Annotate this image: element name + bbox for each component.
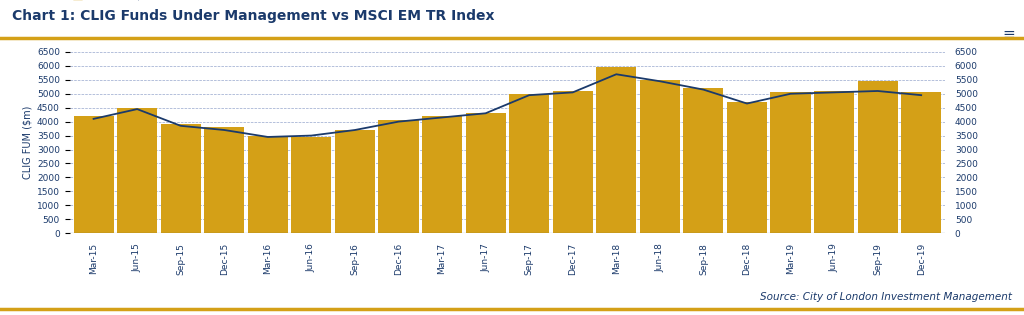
Bar	[683, 88, 723, 233]
Bar	[901, 92, 941, 233]
Bar	[204, 127, 245, 233]
Bar	[509, 94, 549, 233]
Bar	[814, 91, 854, 233]
Bar	[379, 120, 419, 233]
Bar	[422, 116, 462, 233]
Bar	[161, 124, 201, 233]
Bar	[553, 91, 593, 233]
Bar	[117, 108, 157, 233]
Text: ≡: ≡	[1002, 27, 1015, 42]
Bar	[74, 116, 114, 233]
Bar	[292, 137, 332, 233]
Bar	[466, 113, 506, 233]
Bar	[857, 81, 898, 233]
Text: Source: City of London Investment Management: Source: City of London Investment Manage…	[760, 292, 1012, 302]
Y-axis label: CLIG FUM ($m): CLIG FUM ($m)	[23, 106, 33, 179]
Bar	[640, 80, 680, 233]
Bar	[248, 135, 288, 233]
Bar	[727, 102, 767, 233]
Bar	[335, 130, 375, 233]
Bar	[596, 67, 636, 233]
Text: Chart 1: CLIG Funds Under Management vs MSCI EM TR Index: Chart 1: CLIG Funds Under Management vs …	[12, 9, 495, 23]
Bar	[770, 92, 811, 233]
